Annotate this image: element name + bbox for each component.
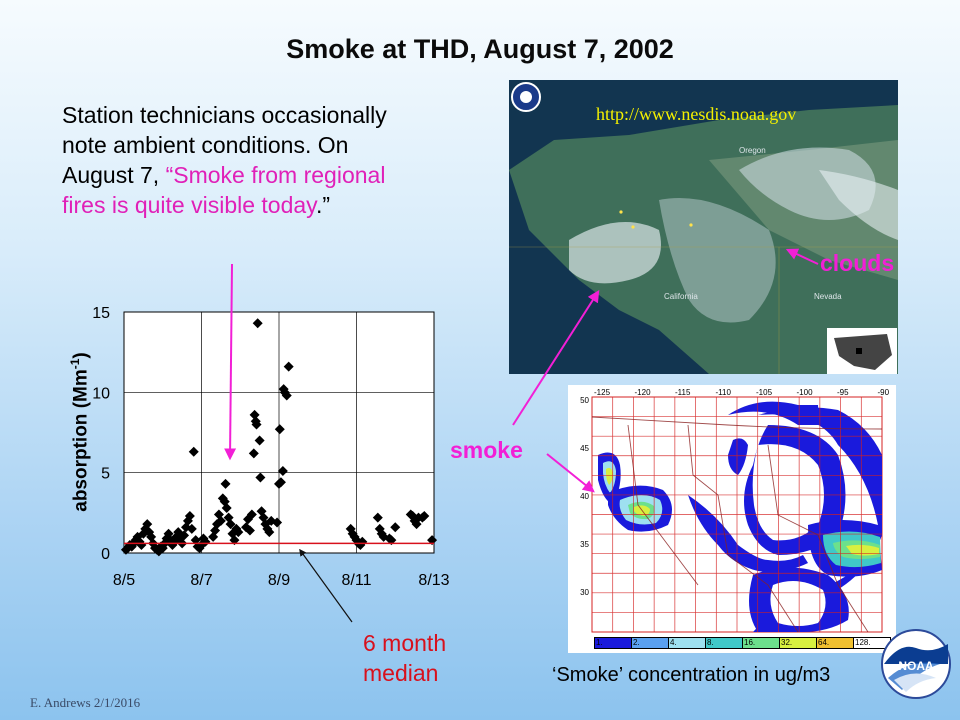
satellite-image: Oregon California Nevada	[509, 80, 898, 374]
data-point	[248, 448, 259, 459]
map-lat-label: 30	[580, 588, 589, 597]
footer-credit: E. Andrews 2/1/2016	[30, 695, 141, 710]
x-tick-label: 8/5	[113, 572, 135, 589]
data-point	[179, 530, 190, 541]
y-tick-label: 15	[92, 305, 110, 322]
map-lat-label: 45	[580, 444, 589, 453]
data-point	[142, 519, 153, 530]
data-point	[272, 517, 283, 528]
data-point	[283, 361, 294, 372]
y-tick-label: 10	[92, 385, 110, 402]
legend-swatch: 16.	[742, 637, 780, 649]
data-point	[390, 522, 401, 533]
data-point	[419, 511, 430, 522]
legend-swatch: 32.	[779, 637, 817, 649]
data-point	[254, 435, 265, 446]
satellite-scene	[509, 80, 898, 374]
data-point	[251, 419, 262, 430]
data-point	[136, 539, 147, 550]
data-point	[281, 390, 292, 401]
data-point	[233, 527, 244, 538]
data-point	[277, 466, 288, 477]
body-text-end: .”	[315, 192, 331, 218]
map-caption: ‘Smoke’ concentration in ug/m3	[552, 664, 831, 686]
median-label-line2: median	[363, 660, 439, 686]
median-label: 6 month median	[363, 628, 446, 688]
map-lat-label: 40	[580, 492, 589, 501]
data-point	[221, 503, 232, 514]
body-text: Station technicians occasionally note am…	[62, 100, 422, 220]
map-lon-label: -95	[837, 388, 849, 397]
data-point	[264, 527, 275, 538]
noaa-logo: NOAA	[881, 629, 951, 699]
data-point	[255, 472, 266, 483]
svg-text:NOAA: NOAA	[898, 659, 934, 673]
x-tick-label: 8/11	[342, 572, 372, 589]
data-point	[252, 318, 263, 329]
data-point	[184, 511, 195, 522]
map-lon-label: -90	[878, 388, 890, 397]
smoke-concentration-map: -125 -120 -115 -110 -105 -100 -95 -90 50 45 40 35 3…	[568, 385, 896, 653]
data-point	[220, 478, 231, 489]
map-lon-label: -110	[716, 388, 732, 397]
data-point	[275, 477, 286, 488]
data-point	[274, 424, 285, 435]
legend-swatch: 64.	[816, 637, 854, 649]
smoke-map-figure: -125 -120 -115 -110 -105 -100 -95 -90 504540353…	[568, 385, 896, 653]
slide-title: Smoke at THD, August 7, 2002	[286, 34, 674, 64]
map-lon-label: -120	[635, 388, 652, 397]
x-tick-label: 8/13	[418, 572, 449, 589]
data-point	[249, 409, 260, 420]
data-point	[372, 512, 383, 523]
data-point	[225, 519, 236, 530]
map-lon-label: -105	[756, 388, 773, 397]
data-point	[186, 523, 197, 534]
body-text-quote: “Smoke from regional fires is quite visi…	[62, 162, 386, 218]
data-point	[215, 515, 226, 526]
data-point	[244, 525, 255, 536]
map-lon-label: -115	[675, 388, 691, 397]
data-point	[256, 506, 267, 517]
data-point	[188, 446, 199, 457]
nesdis-url: http://www.nesdis.noaa.gov	[596, 104, 797, 124]
data-point	[357, 536, 368, 547]
oregon-label: Oregon	[739, 146, 766, 155]
smoke-label: smoke	[450, 437, 523, 463]
x-tick-label: 8/9	[268, 572, 290, 589]
map-lon-label: -125	[594, 388, 611, 397]
legend-swatch: 128.	[853, 637, 891, 649]
y-tick-label: 0	[101, 546, 110, 563]
median-label-line1: 6 month	[363, 630, 447, 656]
data-point	[246, 509, 257, 520]
map-lat-label: 35	[580, 540, 589, 549]
legend-swatch: 2.	[631, 637, 669, 649]
legend-swatch: 1.	[594, 637, 632, 649]
data-point	[200, 536, 211, 547]
nevada-label: Nevada	[814, 292, 842, 301]
clouds-label: clouds	[820, 250, 895, 276]
map-lon-label: -100	[797, 388, 814, 397]
california-label: California	[664, 292, 698, 301]
x-tick-label: 8/7	[190, 572, 212, 589]
y-tick-label: 5	[101, 466, 110, 483]
map-legend: 1. 2. 4. 8. 16. 32. 64. 128.	[594, 637, 891, 649]
body-text-intro: Station technicians occasionally note am…	[62, 102, 387, 188]
